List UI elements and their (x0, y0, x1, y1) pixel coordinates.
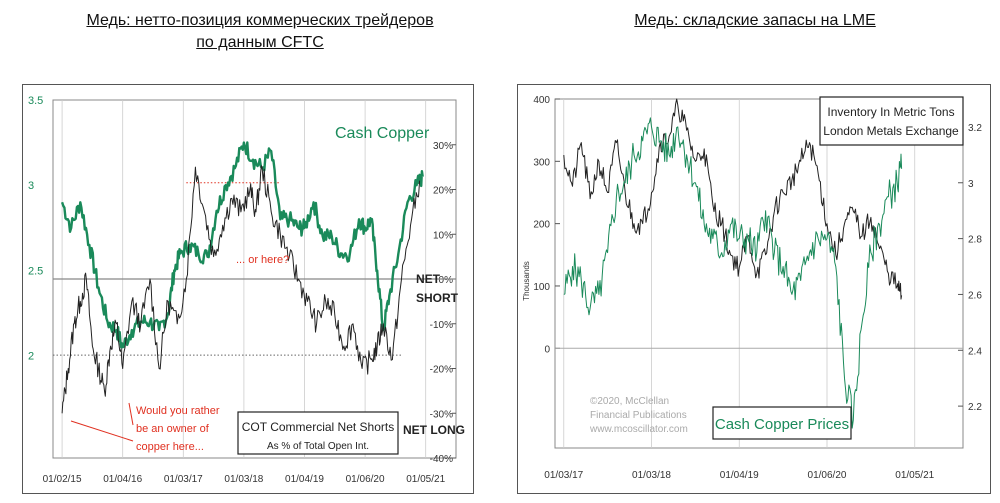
inventory-line (563, 98, 903, 300)
cot-legend-box (237, 411, 399, 455)
cftc-x-tick-label: 01/04/19 (285, 474, 324, 485)
would-you-rather-3: copper here... (136, 441, 204, 453)
cftc-right-tick-label: -40% (430, 454, 453, 465)
right-chart-title: Медь: складские запасы на LME (520, 10, 990, 32)
cftc-right-tick-label: 30% (433, 141, 453, 152)
lme-right-tick-label: 3 (968, 179, 974, 190)
lme-left-tick-label: 400 (533, 95, 550, 106)
left-title-line-2: по данным CFTC (196, 34, 324, 51)
left-chart-title: Медь: нетто-позиция коммерческих трейдер… (40, 10, 480, 54)
lme-right-tick-label: 3.2 (968, 123, 982, 134)
cftc-x-tick-label: 01/05/21 (406, 474, 445, 485)
lme-left-tick-label: 300 (533, 157, 550, 168)
price-legend-box (712, 406, 852, 440)
cftc-right-tick-label: -30% (430, 409, 453, 420)
copyright-line-1: ©2020, McClellan (590, 396, 669, 407)
or-here-annotation: ... or here? (236, 254, 289, 266)
cftc-left-tick-label: 2 (28, 351, 34, 363)
lme-left-tick-label: 200 (533, 220, 550, 231)
left-title-line-1: Медь: нетто-позиция коммерческих трейдер… (86, 12, 434, 29)
net-short-label-1: NET (416, 272, 441, 286)
arrow-line-1 (70, 420, 134, 442)
lme-legend-line-2: London Metals Exchange (823, 124, 959, 138)
cftc-right-tick-label: 20% (433, 186, 453, 197)
cot-legend-subtitle: As % of Total Open Int. (267, 441, 369, 452)
net-short-label-2: SHORT (416, 291, 459, 305)
right-title-line: Медь: складские запасы на LME (634, 12, 876, 29)
lme-legend-box (819, 96, 964, 146)
lme-legend-line-1: Inventory In Metric Tons (827, 105, 954, 119)
price-legend-label: Cash Copper Prices (715, 416, 849, 433)
cash-copper-line (60, 141, 424, 349)
lme-x-tick-label: 01/03/18 (632, 470, 671, 481)
would-you-rather-1: Would you rather (136, 405, 220, 417)
cftc-right-tick-label: 0% (439, 275, 454, 286)
cftc-left-tick-label: 3.5 (28, 95, 43, 107)
lme-right-tick-label: 2.4 (968, 346, 982, 357)
copyright-line-2: Financial Publications (590, 410, 687, 421)
lme-left-tick-label: 0 (544, 344, 550, 355)
lme-plot-frame (554, 98, 964, 449)
lme-chart: 01/03/17 01/03/18 01/04/19 01/06/20 01/05/21… (522, 95, 982, 481)
cash-copper-prices-line (563, 117, 903, 429)
cftc-x-tick-label: 01/02/15 (43, 474, 82, 485)
lme-right-tick-label: 2.2 (968, 402, 982, 413)
lme-left-tick-label: 100 (533, 282, 550, 293)
would-you-rather-2: be an owner of (136, 423, 210, 435)
lme-x-tick-label: 01/06/20 (808, 470, 847, 481)
copyright-line-3: www.mcoscillator.com (589, 424, 688, 435)
lme-right-tick-label: 2.6 (968, 290, 982, 301)
lme-x-tick-label: 01/03/17 (544, 470, 583, 481)
lme-right-tick-label: 2.8 (968, 235, 982, 246)
cftc-x-tick-label: 01/04/16 (103, 474, 142, 485)
cftc-right-tick-label: 10% (433, 230, 453, 241)
cash-copper-label: Cash Copper (335, 125, 430, 142)
cot-net-shorts-line (61, 165, 421, 414)
cftc-chart: 01/02/15 01/04/16 01/03/17 01/03/18 01/04/19… (28, 95, 465, 485)
cftc-left-tick-label: 2.5 (28, 265, 43, 277)
lme-left-axis-label: Thousands (522, 261, 531, 301)
lme-x-tick-label: 01/04/19 (720, 470, 759, 481)
cftc-right-tick-label: -10% (430, 320, 453, 331)
net-long-label: NET LONG (403, 423, 465, 437)
cftc-x-tick-label: 01/03/17 (164, 474, 203, 485)
arrow-line-2 (128, 402, 134, 426)
cftc-chart-panel: 01/02/15 01/04/16 01/03/17 01/03/18 01/04/19… (22, 84, 474, 494)
lme-chart-panel: 01/03/17 01/03/18 01/04/19 01/06/20 01/05/21… (517, 84, 991, 494)
cftc-x-tick-label: 01/03/18 (224, 474, 263, 485)
cftc-left-tick-label: 3 (28, 180, 34, 192)
cftc-x-tick-label: 01/06/20 (346, 474, 385, 485)
lme-x-tick-label: 01/05/21 (895, 470, 934, 481)
cot-legend-title: COT Commercial Net Shorts (242, 420, 394, 434)
cftc-right-tick-label: -20% (430, 365, 453, 376)
